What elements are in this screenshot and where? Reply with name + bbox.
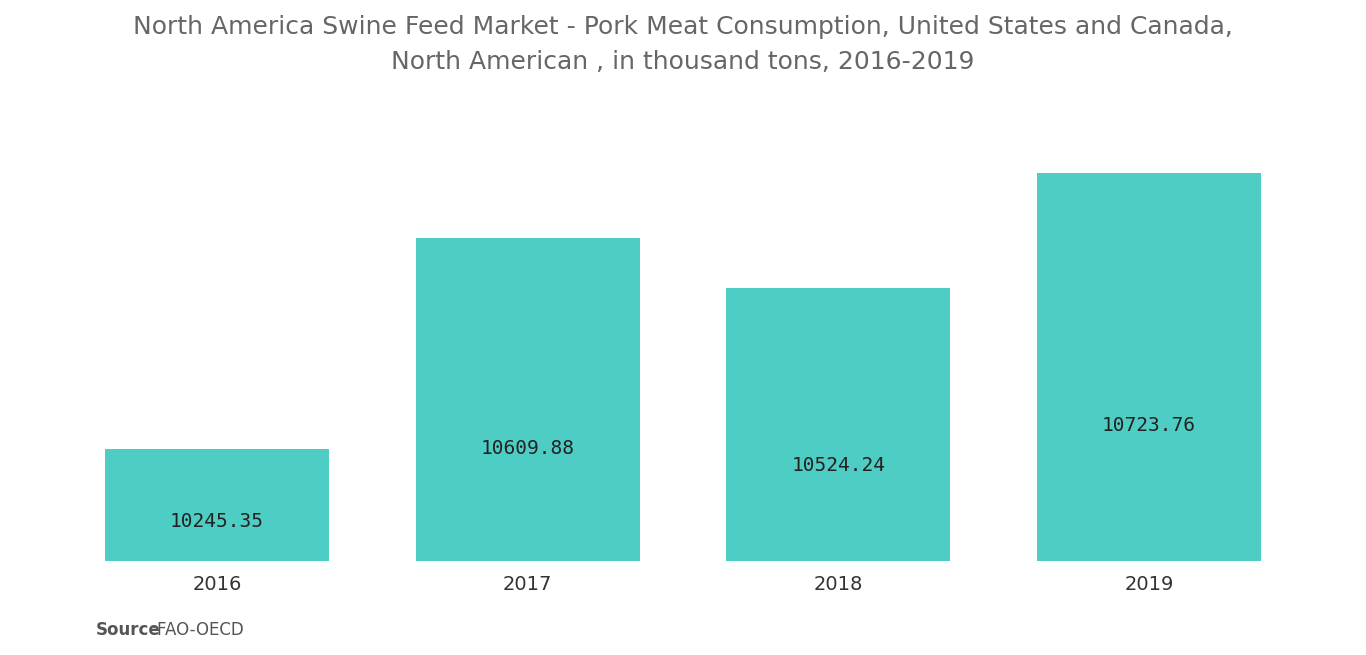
Text: :FAO-OECD: :FAO-OECD (146, 621, 245, 639)
Text: 10609.88: 10609.88 (481, 439, 575, 458)
Bar (415, 238, 639, 561)
Text: Source: Source (96, 621, 160, 639)
Text: 10245.35: 10245.35 (169, 512, 264, 531)
Title: North America Swine Feed Market - Pork Meat Consumption, United States and Canad: North America Swine Feed Market - Pork M… (133, 15, 1233, 75)
Text: 10723.76: 10723.76 (1102, 416, 1197, 435)
Bar (105, 449, 329, 561)
Bar (727, 288, 951, 561)
Text: 10524.24: 10524.24 (791, 456, 885, 475)
Bar (1037, 173, 1261, 561)
